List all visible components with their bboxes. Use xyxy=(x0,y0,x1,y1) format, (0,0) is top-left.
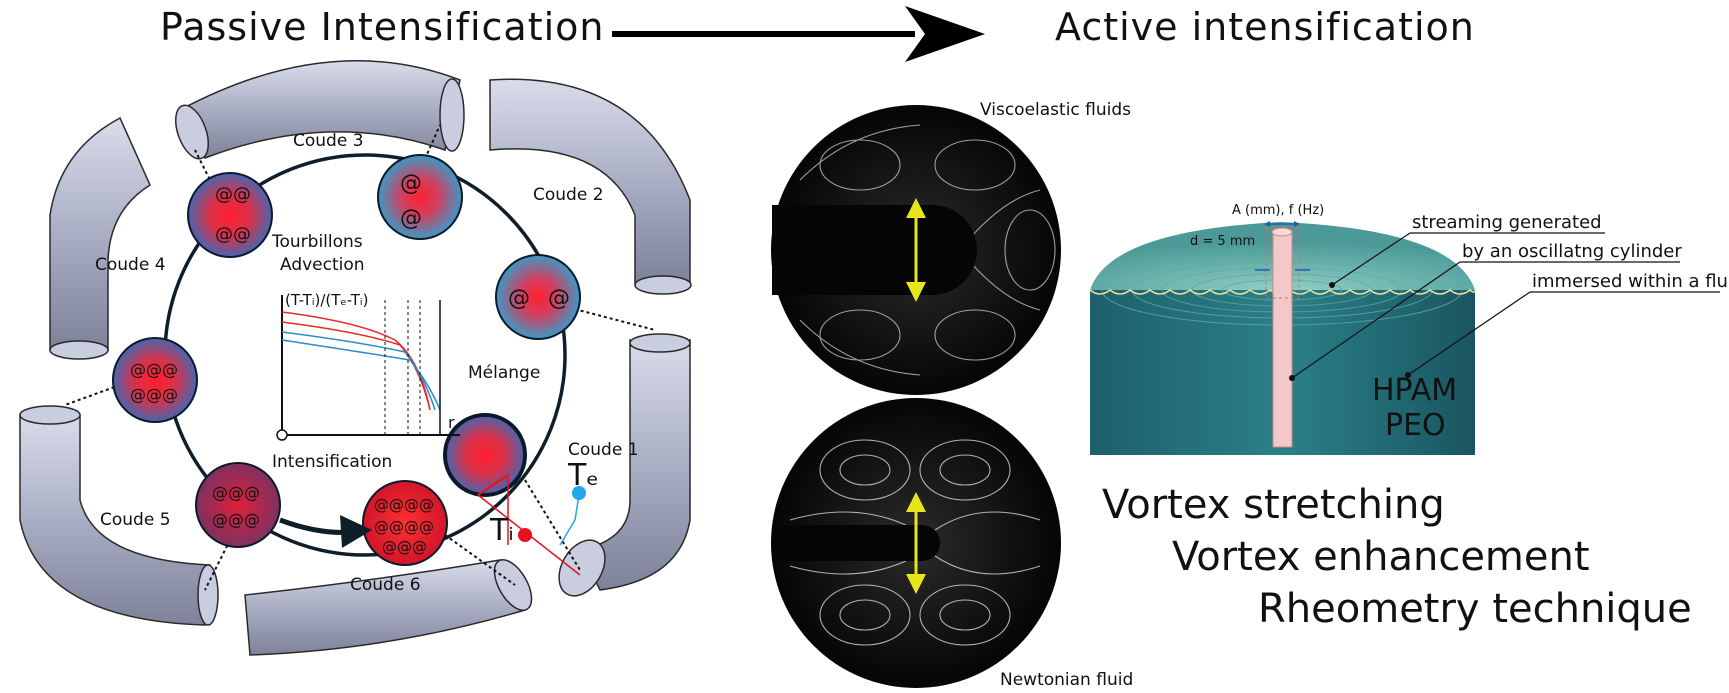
inset-xlabel: r xyxy=(448,413,455,432)
annotation-3: immersed within a fluid xyxy=(1532,271,1729,292)
label-ti: Tᵢ xyxy=(489,513,514,548)
viscoelastic-flow-image xyxy=(771,105,1061,395)
label-mixing: Mélange xyxy=(468,363,540,383)
label-peo: PEO xyxy=(1385,408,1446,443)
svg-text:@@: @@ xyxy=(215,224,251,245)
effect-rheometry: Rheometry technique xyxy=(1258,586,1692,632)
pipe-coude-3 xyxy=(178,60,461,159)
newtonian-flow-image xyxy=(771,398,1061,688)
vortex-circle-5: @@@ @@@ xyxy=(195,462,281,548)
inlet-circle xyxy=(443,413,527,497)
svg-text:@@@: @@@ xyxy=(130,360,178,379)
svg-text:@: @ xyxy=(400,206,422,231)
label-hpam: HPAM xyxy=(1372,373,1457,408)
vortex-circle-3: @ @ xyxy=(495,254,581,340)
svg-text:@@@: @@@ xyxy=(382,538,427,556)
label-advection: Advection xyxy=(280,255,365,275)
label-coude-2: Coude 2 xyxy=(533,185,604,205)
svg-text:@@@: @@@ xyxy=(130,385,178,404)
inset-plot xyxy=(276,295,460,441)
title-passive: Passive Intensification xyxy=(160,5,605,49)
label-te: Tₑ xyxy=(567,458,599,493)
annotation-1: streaming generated xyxy=(1412,212,1602,233)
svg-text:@: @ xyxy=(400,171,422,196)
vortex-circle-2: @ @ xyxy=(377,154,463,240)
vortex-circle-1: @@ @@ xyxy=(187,172,273,258)
label-coude-4: Coude 4 xyxy=(95,255,166,275)
vortex-circle-6: @@@@ @@@@ @@@ xyxy=(362,480,448,566)
label-coude-6: Coude 6 xyxy=(350,575,421,595)
label-coude-3: Coude 3 xyxy=(293,131,364,151)
annotation-lines xyxy=(1291,232,1720,379)
vortex-circle-4: @@@ @@@ xyxy=(112,337,198,423)
label-viscoelastic: Viscoelastic fluids xyxy=(980,100,1131,120)
pipe-coude-1 xyxy=(578,339,691,591)
annotation-2: by an oscillatng cylinder xyxy=(1462,241,1682,262)
pipe-coude-4 xyxy=(49,116,151,351)
label-intensification: Intensification xyxy=(272,452,392,472)
pipe-coude-5 xyxy=(19,414,211,626)
label-amp-freq: A (mm), f (Hz) xyxy=(1232,203,1324,218)
label-vortex: Tourbillons xyxy=(271,232,363,252)
label-newtonian: Newtonian fluid xyxy=(1000,670,1133,690)
flow-arrow xyxy=(279,515,372,548)
effect-vortex-enhancement: Vortex enhancement xyxy=(1172,534,1590,580)
svg-text:@@@: @@@ xyxy=(212,510,260,529)
svg-text:@@: @@ xyxy=(215,184,251,205)
svg-text:@@@@: @@@@ xyxy=(374,518,434,536)
pipe-bends xyxy=(19,60,692,656)
svg-text:@: @ xyxy=(508,286,530,311)
temperature-markers xyxy=(477,474,586,576)
title-active: Active intensification xyxy=(1055,5,1475,49)
svg-text:@@@: @@@ xyxy=(212,483,260,502)
pipe-coude-2 xyxy=(489,78,691,286)
oscillating-cylinder-tank xyxy=(1089,221,1476,455)
main-arrow xyxy=(612,6,985,62)
svg-text:@: @ xyxy=(548,286,570,311)
effect-vortex-stretching: Vortex stretching xyxy=(1102,482,1445,528)
svg-text:@@@@: @@@@ xyxy=(374,496,434,514)
label-coude-5: Coude 5 xyxy=(100,510,171,530)
label-coude-1: Coude 1 xyxy=(568,440,639,460)
label-diameter: d = 5 mm xyxy=(1190,234,1255,249)
inset-ylabel: (T-Tᵢ)/(Tₑ-Tᵢ) xyxy=(285,291,368,309)
